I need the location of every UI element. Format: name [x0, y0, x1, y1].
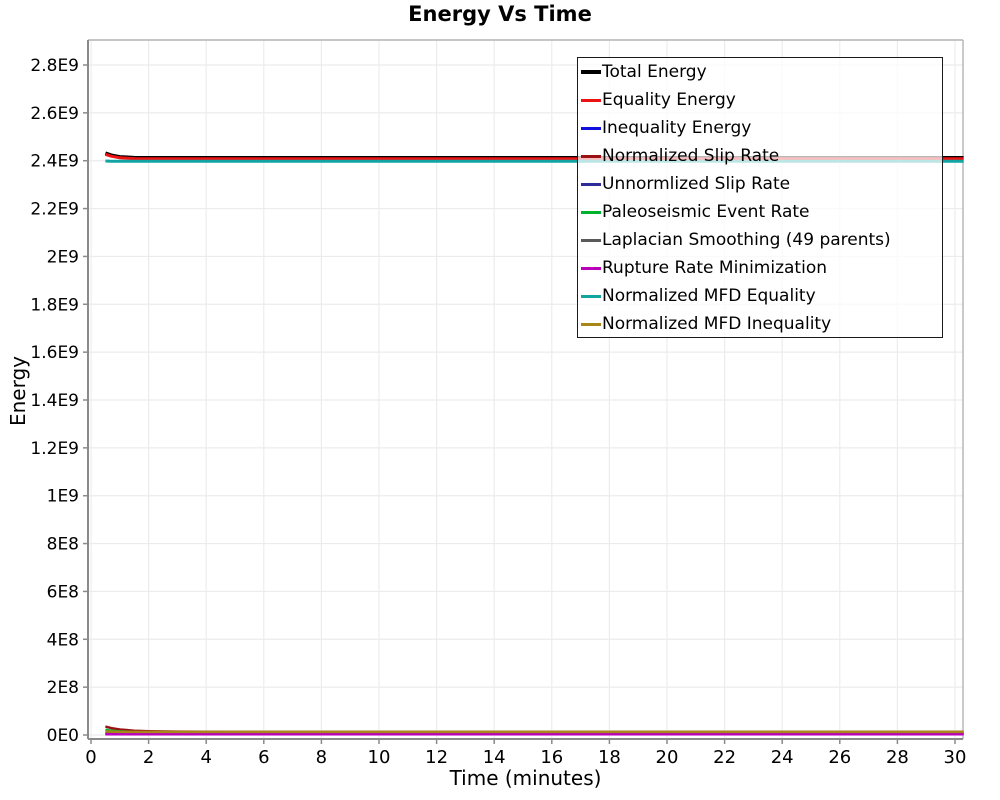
x-tick-label: 14	[483, 747, 506, 768]
x-tick-label: 0	[85, 747, 96, 768]
y-tick-label: 8E8	[47, 535, 79, 555]
x-tick-label: 28	[886, 747, 909, 768]
y-tick-label: 1.2E9	[30, 439, 79, 459]
legend-label: Paleoseismic Event Rate	[602, 202, 810, 222]
legend-swatch-icon	[581, 98, 601, 102]
legend-item: Rupture Rate Minimization	[581, 254, 942, 282]
y-tick-label: 2.2E9	[30, 200, 79, 220]
legend-item: Normalized Slip Rate	[581, 142, 942, 170]
legend-label: Inequality Energy	[602, 118, 752, 138]
legend-label: Rupture Rate Minimization	[602, 258, 827, 278]
y-tick-label: 1.8E9	[30, 295, 79, 315]
y-tick-label: 1.4E9	[30, 391, 79, 411]
legend-label: Laplacian Smoothing (49 parents)	[602, 230, 891, 250]
chart-title: Energy Vs Time	[408, 2, 592, 26]
y-tick-label: 2.6E9	[30, 104, 79, 124]
y-tick-label: 1.6E9	[30, 343, 79, 363]
legend-label: Equality Energy	[602, 90, 736, 110]
x-tick-label: 18	[598, 747, 621, 768]
legend-swatch-icon	[581, 210, 601, 214]
x-tick-label: 6	[258, 747, 269, 768]
legend-swatch-icon	[581, 266, 601, 270]
x-tick-label: 30	[944, 747, 967, 768]
x-tick-label: 24	[771, 747, 794, 768]
legend-item: Equality Energy	[581, 86, 942, 114]
y-tick-label: 2E9	[47, 247, 79, 267]
x-tick-label: 2	[143, 747, 154, 768]
x-tick-label: 8	[316, 747, 327, 768]
y-tick-label: 2.8E9	[30, 56, 79, 76]
y-tick-label: 2.4E9	[30, 152, 79, 172]
y-tick-label: 2E8	[47, 678, 79, 698]
legend-label: Unnormlized Slip Rate	[602, 174, 791, 194]
x-tick-label: 10	[368, 747, 391, 768]
legend-item: Total Energy	[581, 58, 942, 86]
y-tick-label: 0E0	[47, 726, 79, 746]
x-tick-label: 4	[200, 747, 211, 768]
x-tick-label: 12	[425, 747, 448, 768]
legend: Total Energy Equality Energy Inequality En…	[577, 57, 943, 338]
legend-item: Laplacian Smoothing (49 parents)	[581, 226, 942, 254]
legend-swatch-icon	[581, 294, 601, 298]
legend-swatch-icon	[581, 322, 601, 326]
series-line-normalized-mfd-inequality	[105, 730, 964, 734]
legend-swatch-icon	[581, 126, 601, 130]
legend-label: Normalized Slip Rate	[602, 146, 780, 166]
legend-label: Total Energy	[602, 62, 707, 82]
legend-label: Normalized MFD Equality	[602, 286, 816, 306]
y-tick-label: 1E9	[47, 487, 79, 507]
legend-item: Normalized MFD Equality	[581, 282, 942, 310]
legend-swatch-icon	[581, 238, 601, 242]
legend-swatch-icon	[581, 154, 601, 158]
legend-item: Paleoseismic Event Rate	[581, 198, 942, 226]
x-tick-label: 16	[540, 747, 563, 768]
legend-swatch-icon	[581, 70, 601, 74]
x-tick-label: 26	[828, 747, 851, 768]
legend-item: Unnormlized Slip Rate	[581, 170, 942, 198]
y-tick-label: 4E8	[47, 630, 79, 650]
y-tick-label: 6E8	[47, 582, 79, 602]
x-tick-label: 22	[713, 747, 736, 768]
y-axis-label: Energy	[6, 355, 30, 427]
legend-item: Inequality Energy	[581, 114, 942, 142]
x-tick-label: 20	[656, 747, 679, 768]
x-axis-label: Time (minutes)	[449, 766, 602, 790]
legend-item: Normalized MFD Inequality	[581, 310, 942, 338]
legend-label: Normalized MFD Inequality	[602, 314, 832, 334]
legend-swatch-icon	[581, 182, 601, 186]
